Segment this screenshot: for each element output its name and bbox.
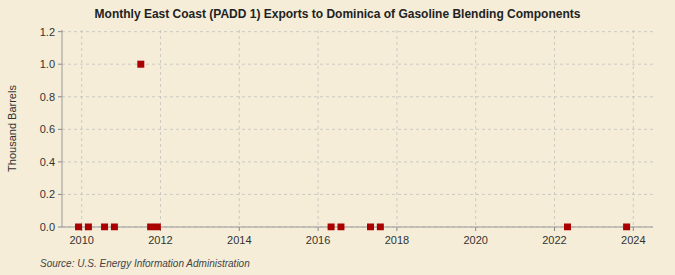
y-grid-line [62, 64, 653, 65]
y-grid-line [62, 161, 653, 162]
data-point [75, 224, 82, 231]
x-tick [396, 227, 397, 231]
data-point [154, 224, 161, 231]
y-tick-label: 1.2 [40, 26, 55, 38]
x-tick [239, 227, 240, 231]
x-tick [633, 227, 634, 231]
axes: 0.0 0.2 0.4 0.6 0.8 1.0 1.2 2010 2012 2014 2016 201… [40, 26, 653, 246]
y-axis-label: Thousand Barrels [6, 85, 18, 172]
data-point [101, 224, 108, 231]
x-tick [475, 227, 476, 231]
data-point [111, 224, 118, 231]
x-grid-line [239, 30, 240, 227]
data-point [623, 224, 630, 231]
x-grid-line [633, 30, 634, 227]
x-grid-line [81, 30, 82, 227]
x-tick-label: 2010 [69, 234, 93, 246]
data-point [377, 224, 384, 231]
chart-container: 0.0 0.2 0.4 0.6 0.8 1.0 1.2 2010 2012 2014 2016 201… [0, 0, 675, 275]
data-points [75, 61, 630, 231]
chart-svg: 0.0 0.2 0.4 0.6 0.8 1.0 1.2 2010 2012 2014 2016 201… [0, 0, 675, 275]
data-point [367, 224, 374, 231]
data-point [147, 224, 154, 231]
y-grid-line [62, 129, 653, 130]
y-tick [58, 64, 62, 65]
x-tick-label: 2020 [463, 234, 487, 246]
x-tick-label: 2024 [621, 234, 645, 246]
data-point [328, 224, 335, 231]
y-tick-label: 0.2 [40, 188, 55, 200]
data-point [85, 224, 92, 231]
x-grid-line [318, 30, 319, 227]
x-tick-label: 2014 [227, 234, 251, 246]
grid [62, 30, 653, 227]
chart-title: Monthly East Coast (PADD 1) Exports to D… [95, 7, 581, 21]
x-tick [554, 227, 555, 231]
x-tick-label: 2018 [385, 234, 409, 246]
data-point [137, 61, 144, 68]
y-grid-line [62, 96, 653, 97]
y-axis-line [62, 30, 63, 227]
y-tick-label: 0.8 [40, 91, 55, 103]
x-tick [318, 227, 319, 231]
data-point [337, 224, 344, 231]
y-tick [58, 129, 62, 130]
y-tick [58, 96, 62, 97]
x-grid-line [160, 30, 161, 227]
data-point [564, 224, 571, 231]
y-tick [58, 31, 62, 32]
y-grid-line [62, 31, 653, 32]
y-tick [58, 194, 62, 195]
x-grid-line [396, 30, 397, 227]
x-grid-line [554, 30, 555, 227]
x-tick-label: 2022 [542, 234, 566, 246]
y-tick-label: 0.6 [40, 123, 55, 135]
x-tick-label: 2012 [148, 234, 172, 246]
y-tick-label: 1.0 [40, 58, 55, 70]
x-grid-line [475, 30, 476, 227]
x-tick-label: 2016 [306, 234, 330, 246]
y-tick [58, 227, 62, 228]
y-tick-label: 0.0 [40, 221, 55, 233]
y-tick [58, 161, 62, 162]
y-tick-label: 0.4 [40, 156, 55, 168]
y-grid-line [62, 194, 653, 195]
source-note: Source: U.S. Energy Information Administ… [40, 258, 250, 269]
page: {"chart_data": {"type": "scatter", "titl… [0, 0, 675, 275]
